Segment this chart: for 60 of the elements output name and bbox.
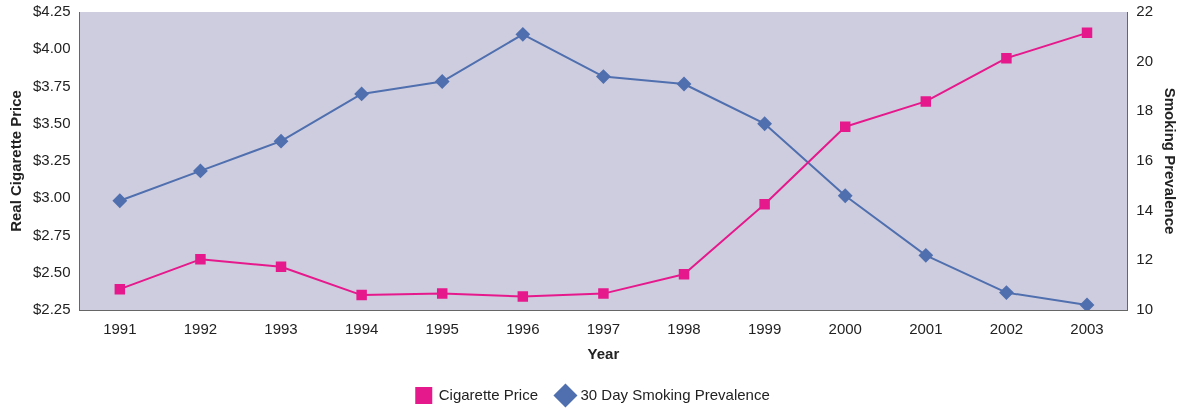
y-tick-label: $3.75: [32, 76, 71, 94]
y2-axis-title: Smoking Prevalence: [1161, 87, 1179, 235]
y-tick-label: $4.00: [32, 39, 71, 57]
x-tick-label: 1994: [344, 320, 379, 338]
legend-label: 30 Day Smoking Prevalence: [580, 385, 770, 403]
point: [275, 261, 287, 273]
point: [1001, 52, 1012, 64]
y-axis-title: Real Cigarette Price: [7, 90, 25, 232]
y2-tick-label: 16: [1136, 151, 1153, 169]
y2-tick-label: 18: [1136, 101, 1153, 119]
point: [918, 248, 933, 263]
y2-tick-label: 22: [1136, 2, 1153, 20]
x-tick-label: 1993: [264, 320, 298, 338]
point: [354, 86, 369, 101]
point: [677, 77, 692, 92]
y-tick-label: $2.75: [32, 225, 71, 243]
point: [435, 74, 450, 89]
point: [596, 69, 611, 84]
y2-tick-label: 14: [1136, 200, 1153, 218]
x-tick-label: 1992: [183, 320, 218, 338]
legend-label: Cigarette Price: [438, 385, 538, 403]
point: [920, 96, 932, 107]
y-tick-label: $3.25: [32, 151, 71, 169]
point: [515, 27, 530, 42]
point: [356, 289, 367, 301]
point: [274, 134, 289, 149]
point: [114, 283, 126, 295]
x-tick-label: 1998: [667, 320, 701, 338]
y-tick-label: $3.50: [32, 113, 71, 131]
x-tick-label: 2001: [909, 320, 943, 338]
point: [517, 291, 529, 302]
point: [838, 188, 853, 203]
x-tick-label: 1999: [747, 320, 782, 338]
point: [1081, 27, 1093, 39]
y-tick-label: $2.50: [32, 262, 71, 280]
x-tick-label: 1991: [103, 320, 137, 338]
y-tick-label: $3.00: [32, 188, 71, 206]
point: [759, 198, 770, 210]
point: [598, 288, 609, 299]
x-tick-label: 1997: [586, 320, 621, 338]
point: [839, 121, 851, 132]
y-tick-label: $2.25: [32, 300, 71, 318]
y-tick-label: $4.25: [32, 2, 71, 20]
y2-tick-label: 10: [1136, 300, 1153, 318]
x-tick-label: 2000: [828, 320, 862, 338]
point: [112, 193, 127, 208]
x-tick-label: 1996: [506, 320, 540, 338]
x-tick-label: 2003: [1070, 320, 1104, 338]
x-axis-title: Year: [587, 345, 620, 363]
point: [195, 254, 206, 265]
x-tick-label: 2002: [989, 320, 1024, 338]
point: [678, 269, 690, 280]
point: [436, 288, 448, 299]
point: [999, 285, 1014, 300]
y2-tick-label: 12: [1136, 250, 1153, 268]
point: [757, 116, 772, 131]
x-tick-label: 1995: [425, 320, 459, 338]
point: [1080, 298, 1095, 310]
point: [193, 163, 208, 178]
y2-tick-label: 20: [1136, 51, 1153, 69]
